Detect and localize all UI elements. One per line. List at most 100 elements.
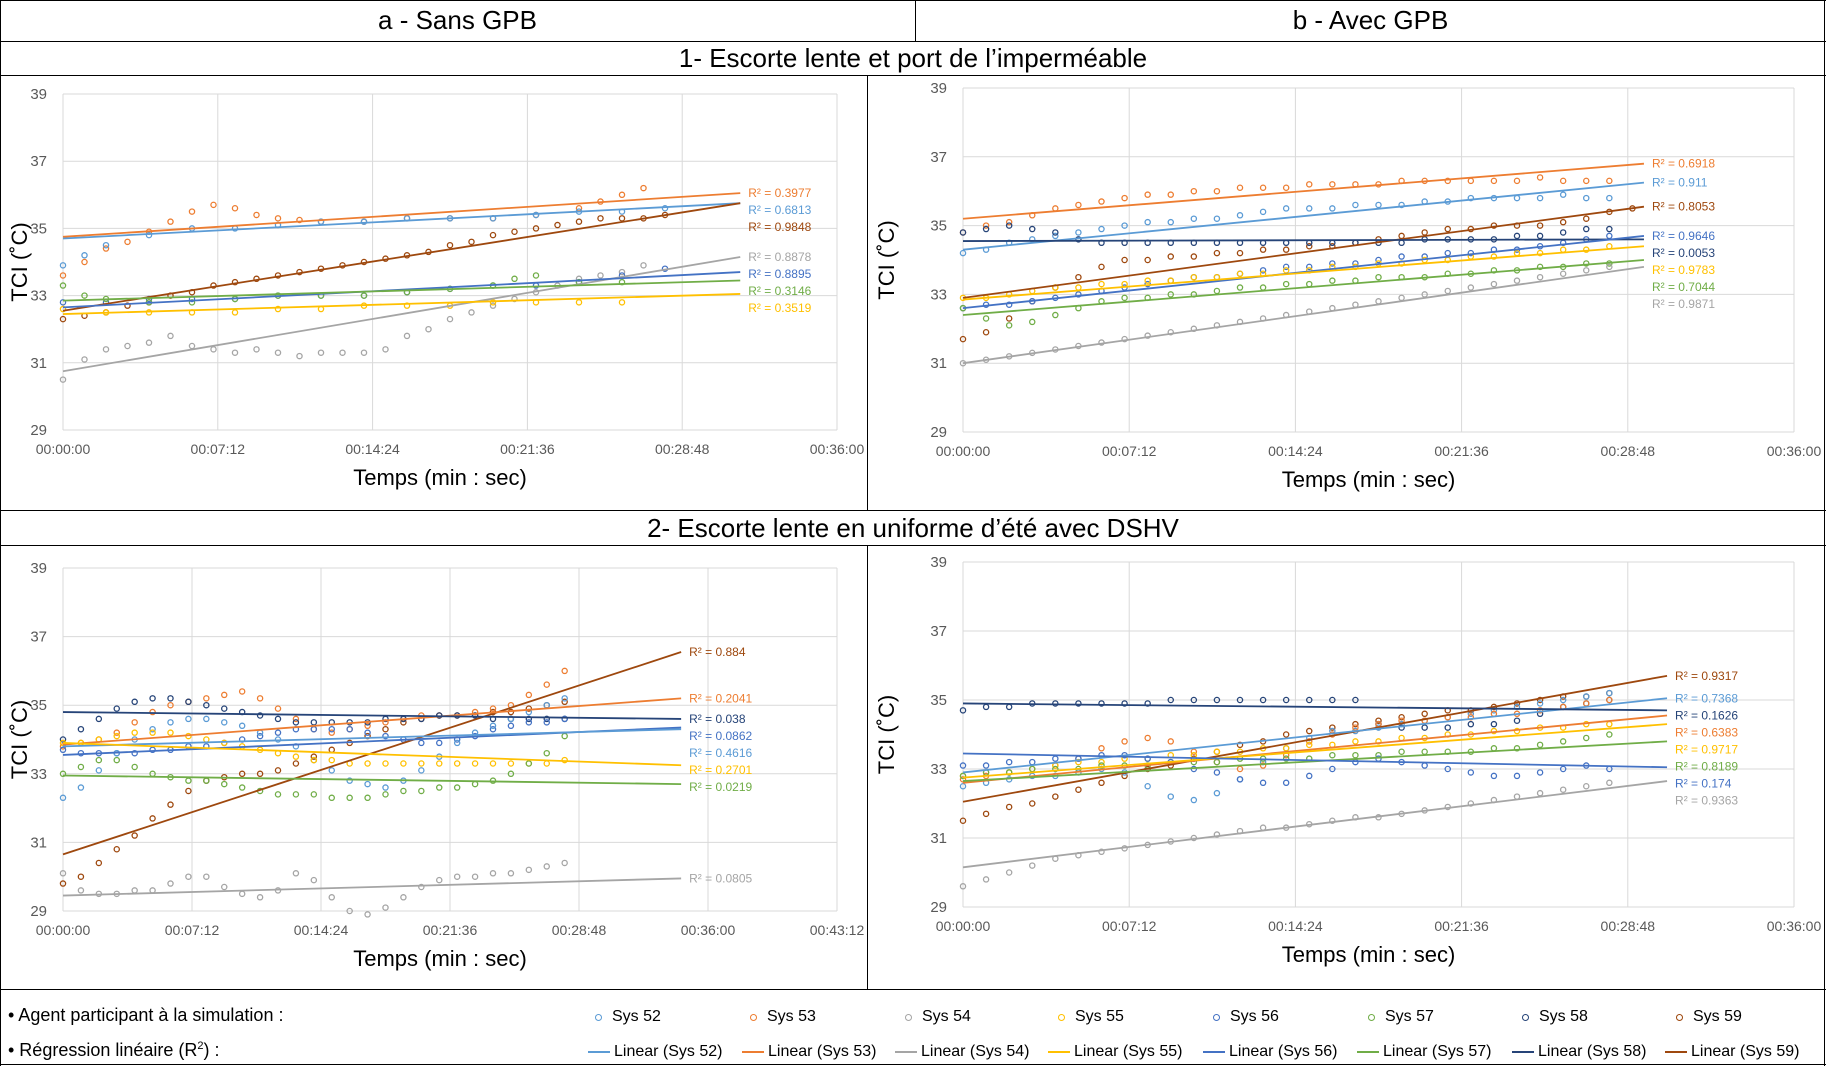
data-point [1559,191,1567,198]
data-point [1167,253,1174,260]
trend-line [962,259,1645,316]
y-tick-label: 35 [30,697,47,714]
data-point [1052,232,1059,240]
y-axis-title: TCI (˚C) [874,695,899,774]
data-point [1398,239,1405,247]
data-point [1398,294,1405,302]
data-point [1398,734,1405,742]
data-point [400,787,407,795]
x-tick-label: 00:21:36 [1434,443,1489,459]
data-point [525,705,533,712]
data-point [210,201,217,209]
data-point [959,782,967,790]
data-point [382,784,389,791]
x-tick-label: 00:36:00 [810,441,865,457]
data-point [1375,273,1382,281]
data-point [124,238,131,246]
data-point [543,719,551,726]
data-point [1467,769,1475,776]
data-point [274,715,282,723]
data-point [292,719,300,726]
data-point [167,695,174,702]
r2-label: R² = 0.6918 [1652,157,1715,171]
data-point [274,705,282,712]
data-point [59,376,67,383]
data-point [1167,328,1174,336]
data-point [618,191,626,199]
data-point [489,231,497,239]
legend-line-item: Linear (Sys 58) [1512,1043,1647,1061]
chart-panel-a2: 29 31 33 35 37 39 00:00:00 00:07:12 00:14:24 00:2… [7,560,864,971]
chart-panel-b2: 29 31 33 35 37 39 00:00:00 00:07:12 00:14:24 00:2… [874,554,1821,967]
data-point [1375,298,1382,305]
data-point [1259,779,1267,787]
data-point [1490,707,1498,714]
trend-line [962,205,1645,299]
data-point [95,715,103,723]
data-point [59,880,67,887]
data-point [124,302,131,309]
data-point [1305,738,1313,745]
data-point [1583,215,1590,222]
legend-marker-item: Sys 57 [1368,1008,1434,1026]
border-left [0,0,1,1066]
data-point [1421,748,1428,755]
data-point [1213,187,1221,195]
data-point [360,349,368,356]
data-point [382,346,389,353]
legend-line-icon [895,1051,917,1053]
data-point [1583,225,1590,233]
data-point [489,302,497,309]
data-point [543,760,551,767]
data-point [1329,181,1336,188]
data-point [328,756,335,764]
data-point [1513,177,1521,185]
legend-line-item: Linear (Sys 56) [1203,1043,1338,1061]
data-point [1121,256,1128,264]
y-tick-label: 35 [930,692,947,709]
data-point [382,904,389,911]
data-point [364,760,371,767]
data-point [1467,194,1475,202]
data-point [1236,741,1244,749]
data-point [1005,769,1013,776]
data-point [489,705,497,712]
data-point [149,695,156,702]
legend-line-label: Linear (Sys 57) [1383,1043,1492,1060]
data-point [220,780,228,788]
data-point [81,356,88,363]
y-tick-label: 31 [930,830,947,847]
data-point [1144,191,1151,198]
data-point [1490,177,1498,185]
data-point [1190,751,1198,759]
data-point [1167,191,1174,198]
data-point [1005,803,1013,811]
data-point [532,211,540,219]
data-point [1329,696,1336,704]
data-point [597,272,604,279]
r2-label: R² = 0.8189 [1675,759,1738,773]
data-point [77,784,85,791]
data-point [1352,696,1359,704]
data-point [203,777,210,784]
data-point [220,705,228,712]
trend-line [962,674,1668,803]
data-point [1513,277,1521,284]
data-point [1282,779,1290,787]
data-point [561,859,568,867]
data-point [1606,232,1613,240]
trend-line [962,714,1668,784]
data-point [1213,831,1221,838]
data-point [959,335,967,343]
data-point [959,883,967,890]
data-point [382,725,389,733]
data-point [1098,779,1105,787]
data-point [1121,222,1128,229]
legend-line-item: Linear (Sys 55) [1048,1043,1183,1061]
data-point [274,305,282,313]
data-point [640,184,647,192]
data-point [220,739,228,747]
data-point [618,268,626,276]
y-tick-label: 37 [30,153,47,170]
border-bottom [0,1064,1826,1065]
